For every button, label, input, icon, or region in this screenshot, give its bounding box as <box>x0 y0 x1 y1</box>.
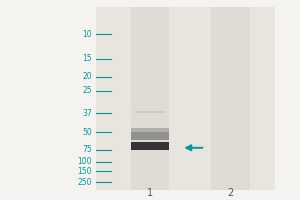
Text: 150: 150 <box>77 167 92 176</box>
Text: 75: 75 <box>82 145 92 154</box>
Text: 250: 250 <box>77 178 92 187</box>
Bar <box>130 128 170 132</box>
Bar <box>130 7 170 190</box>
Text: 15: 15 <box>82 54 92 63</box>
Bar <box>130 142 170 150</box>
Text: 2: 2 <box>227 188 234 198</box>
Bar <box>96 7 275 190</box>
Bar <box>211 7 250 190</box>
Bar <box>130 132 170 140</box>
Text: 10: 10 <box>82 30 92 39</box>
Text: 20: 20 <box>82 72 92 81</box>
Text: 37: 37 <box>82 109 92 118</box>
Text: 25: 25 <box>82 86 92 95</box>
Text: 100: 100 <box>77 157 92 166</box>
Text: 50: 50 <box>82 128 92 137</box>
Text: 1: 1 <box>147 188 153 198</box>
Bar <box>135 111 165 113</box>
